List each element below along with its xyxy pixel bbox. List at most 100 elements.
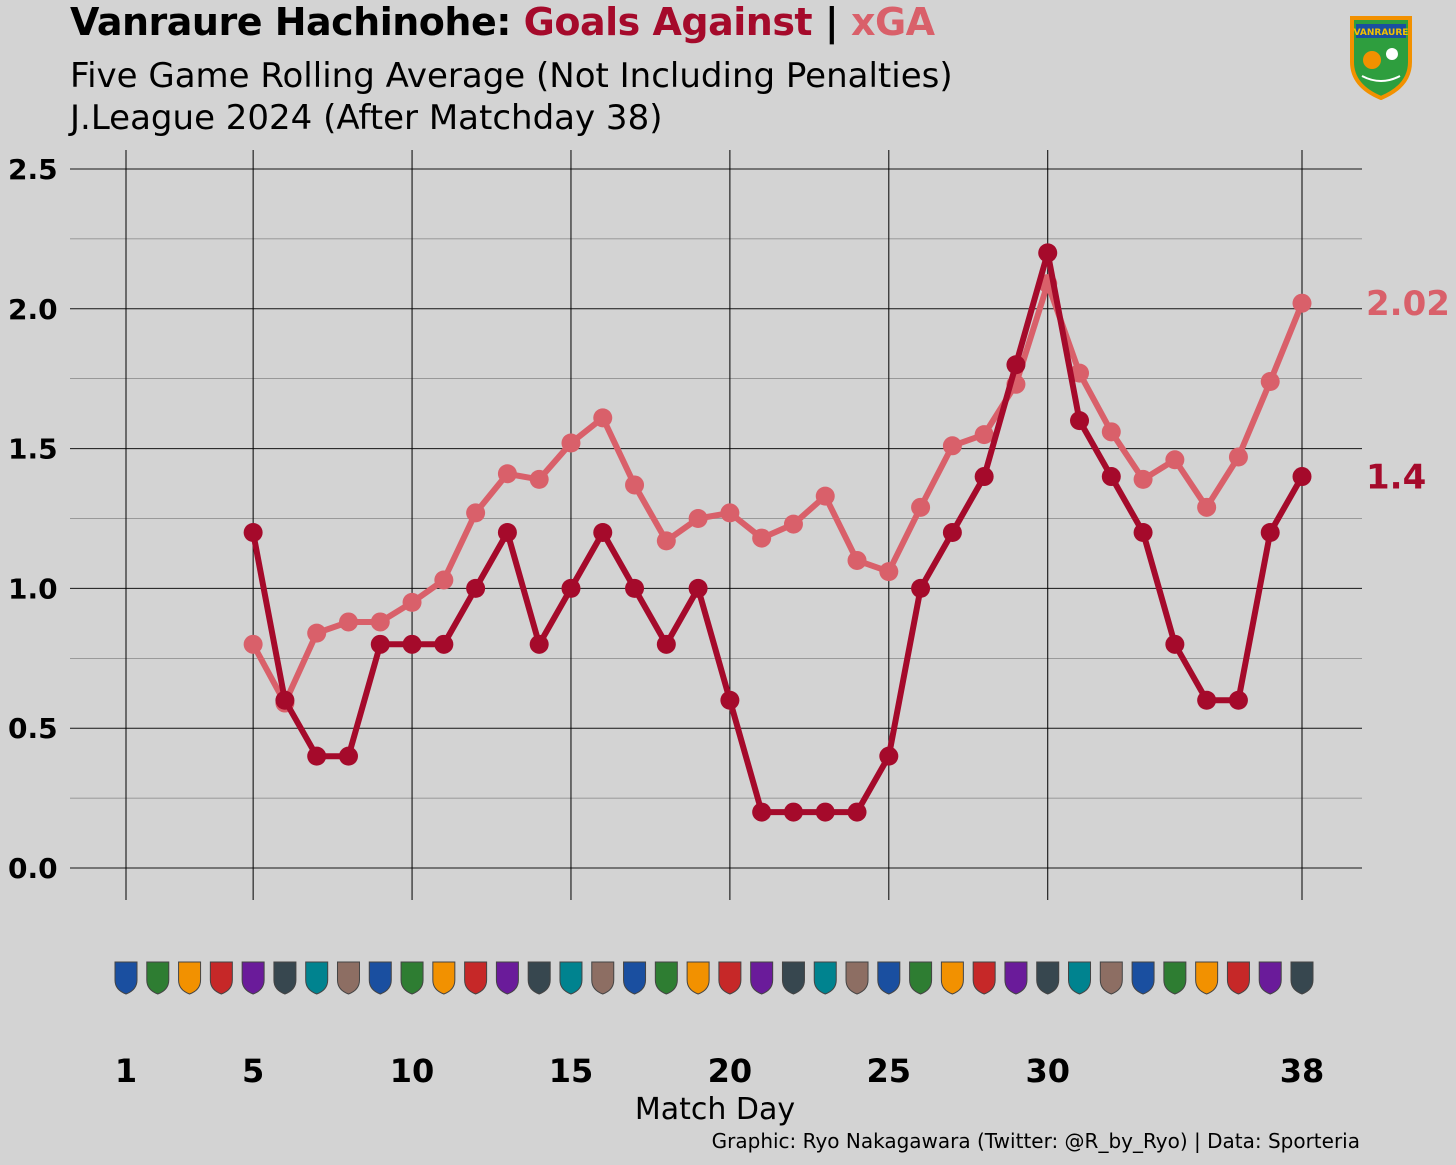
data-point-xga [656,531,676,551]
x-axis-label: Match Day [635,1092,795,1127]
data-point-goals_against [1006,355,1026,375]
credit-line: Graphic: Ryo Nakagawara (Twitter: @R_by_… [711,1129,1360,1153]
y-tick-label: 1.0 [8,572,58,605]
data-point-xga [561,433,581,453]
data-point-xga [1101,422,1121,442]
opponent-badge-icon [209,961,233,995]
opponent-badge-icon [305,961,329,995]
x-tick-label: 5 [242,1052,264,1090]
data-point-goals_against [879,746,899,766]
opponent-badge-icon [1131,961,1155,995]
opponent-badge-icon [1004,961,1028,995]
x-tick-label: 15 [549,1052,594,1090]
data-point-xga [911,497,931,517]
opponent-badge-icon [845,961,869,995]
data-point-xga [1133,469,1153,489]
data-point-xga [783,514,803,534]
opponent-badge-icon [241,961,265,995]
opponent-badge-icon [623,961,647,995]
opponent-badge-icon [400,961,424,995]
data-point-goals_against [752,802,772,822]
data-point-xga [1292,293,1312,313]
data-point-xga [815,486,835,506]
data-point-xga [243,634,263,654]
data-point-goals_against [1228,690,1248,710]
title-xga: xGA [850,0,935,44]
data-point-xga [752,528,772,548]
opponent-badge-icon [495,961,519,995]
data-point-xga [1228,447,1248,467]
x-tick-label: 30 [1025,1052,1070,1090]
data-point-goals_against [529,634,549,654]
opponent-badge-icon [750,961,774,995]
data-point-goals_against [783,802,803,822]
opponent-badge-icon [464,961,488,995]
y-tick-label: 2.5 [8,153,58,186]
subtitle-season: J.League 2024 (After Matchday 38) [70,98,663,138]
data-point-goals_against [1070,411,1090,431]
opponent-badge-icon [940,961,964,995]
opponent-badge-icon [273,961,297,995]
series-line-xga [250,280,1305,706]
data-point-xga [529,469,549,489]
data-point-goals_against [593,522,613,542]
data-point-goals_against [720,690,740,710]
grid-layer [70,150,1362,900]
opponent-badge-icon [1290,961,1314,995]
opponent-badge-icon [368,961,392,995]
title-team: Vanraure Hachinohe: [70,0,511,44]
opponent-badge-icon [1163,961,1187,995]
data-point-xga [497,464,517,484]
data-point-goals_against [1133,522,1153,542]
data-point-xga [1070,363,1090,383]
opponent-badge-icon [178,961,202,995]
opponent-badge-icon [1099,961,1123,995]
y-tick-label: 0.0 [8,852,58,885]
data-point-goals_against [974,467,994,487]
end-label-xga: 2.02 [1366,284,1450,324]
data-point-xga [720,503,740,523]
opponent-badge-icon [972,961,996,995]
opponent-badge-icon [146,961,170,995]
y-tick-label: 1.5 [8,433,58,466]
chart-title: Vanraure Hachinohe: Goals Against | xGA [70,0,935,44]
data-point-goals_against [688,578,708,598]
data-point-goals_against [656,634,676,654]
data-point-goals_against [370,634,390,654]
opponent-badge-icon [686,961,710,995]
data-point-goals_against [847,802,867,822]
data-point-xga [974,425,994,445]
data-point-goals_against [338,746,358,766]
opponent-badge-icon [1226,961,1250,995]
data-point-goals_against [625,578,645,598]
data-point-goals_against [1292,467,1312,487]
y-tick-label: 0.5 [8,712,58,745]
data-point-goals_against [1038,243,1058,263]
opponent-badge-icon [1068,961,1092,995]
data-point-xga [466,503,486,523]
end-label-goals_against: 1.4 [1366,458,1426,498]
x-tick-label: 25 [867,1052,912,1090]
opponent-badge-icon [114,961,138,995]
data-point-xga [307,623,327,643]
title-goals-against: Goals Against [523,0,813,44]
data-point-xga [879,562,899,582]
data-point-xga [370,612,390,632]
x-tick-label: 20 [708,1052,753,1090]
opponent-badge-icon [1036,961,1060,995]
data-point-goals_against [275,690,295,710]
title-separator: | [824,0,839,44]
data-point-goals_against [1260,522,1280,542]
opponent-badge-icon [718,961,742,995]
subtitle-rolling-average: Five Game Rolling Average (Not Including… [70,56,953,96]
data-point-goals_against [815,802,835,822]
opponent-badge-icon [1195,961,1219,995]
data-point-xga [688,509,708,528]
data-point-goals_against [1165,634,1185,654]
opponent-badge-icon [336,961,360,995]
opponent-badge-icon [591,961,615,995]
data-point-goals_against [243,522,263,542]
data-point-xga [1260,371,1280,391]
